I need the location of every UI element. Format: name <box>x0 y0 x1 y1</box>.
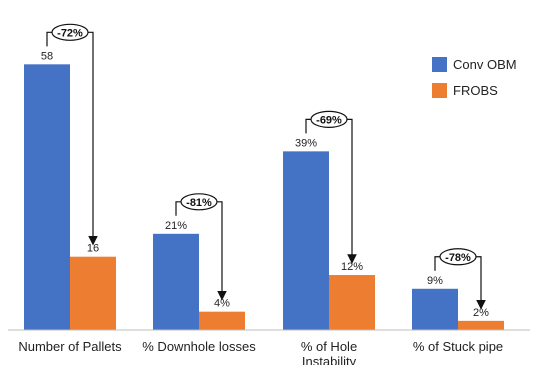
data-label: 39% <box>295 137 317 149</box>
data-label: 4% <box>214 298 230 310</box>
bar <box>412 288 458 330</box>
legend: Conv OBM FROBS <box>432 54 517 106</box>
legend-item-conv-obm: Conv OBM <box>432 54 517 74</box>
reduction-badge <box>180 193 218 211</box>
category-label: % of Stuck pipe <box>413 339 503 354</box>
data-label: 9% <box>427 275 443 287</box>
data-label: 2% <box>473 307 489 319</box>
reduction-badge <box>439 248 477 266</box>
reduction-badge <box>51 23 89 41</box>
data-label: 12% <box>341 261 363 273</box>
bar <box>153 233 199 330</box>
category-label: Instability <box>302 354 357 365</box>
bar <box>199 311 245 330</box>
data-label: 16 <box>87 243 99 255</box>
legend-swatch-frobs <box>432 82 447 98</box>
bar <box>70 256 116 330</box>
legend-swatch-conv-obm <box>432 56 447 72</box>
reduction-label: -81% <box>186 197 212 209</box>
bar <box>329 275 375 330</box>
legend-label: FROBS <box>453 82 498 98</box>
reduction-label: -69% <box>316 114 342 126</box>
bar <box>283 151 329 330</box>
bar <box>458 320 504 330</box>
category-label: % of Hole <box>301 339 357 354</box>
category-label: Number of Pallets <box>18 339 122 354</box>
data-label: 58 <box>41 50 53 62</box>
data-label: 21% <box>165 220 187 232</box>
reduction-label: -78% <box>445 252 471 264</box>
bar <box>24 64 70 331</box>
legend-label: Conv OBM <box>453 56 517 72</box>
legend-item-frobs: FROBS <box>432 80 517 100</box>
category-label: % Downhole losses <box>142 339 256 354</box>
reduction-label: -72% <box>57 27 83 39</box>
reduction-badge <box>310 110 348 128</box>
